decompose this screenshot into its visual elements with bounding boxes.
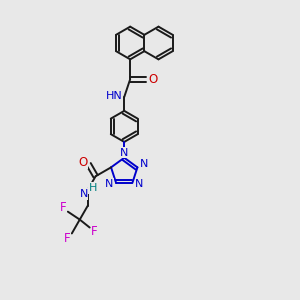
Text: N: N [80, 189, 88, 199]
Text: O: O [148, 73, 158, 86]
Text: HN: HN [106, 91, 123, 101]
Text: N: N [135, 179, 143, 189]
Text: F: F [64, 232, 70, 245]
Text: F: F [60, 201, 66, 214]
Text: F: F [91, 225, 98, 238]
Text: O: O [78, 156, 87, 169]
Text: N: N [140, 159, 148, 170]
Text: H: H [88, 183, 97, 193]
Text: N: N [120, 148, 128, 158]
Text: N: N [105, 179, 113, 189]
